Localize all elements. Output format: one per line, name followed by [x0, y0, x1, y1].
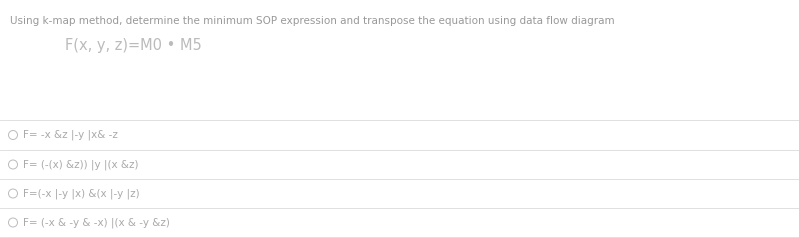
Text: F= (-x & -y & -x) |(x & -y &z): F= (-x & -y & -x) |(x & -y &z): [23, 217, 170, 228]
Text: F= (-(x) &z)) |y |(x &z): F= (-(x) &z)) |y |(x &z): [23, 159, 138, 170]
Text: F(x, y, z)=M0 • M5: F(x, y, z)=M0 • M5: [65, 38, 202, 53]
Text: F=(-x |-y |x) &(x |-y |z): F=(-x |-y |x) &(x |-y |z): [23, 188, 140, 199]
Text: Using k-map method, determine the minimum SOP expression and transpose the equat: Using k-map method, determine the minimu…: [10, 16, 614, 26]
Text: F= -x &z |-y |x& -z: F= -x &z |-y |x& -z: [23, 130, 118, 140]
